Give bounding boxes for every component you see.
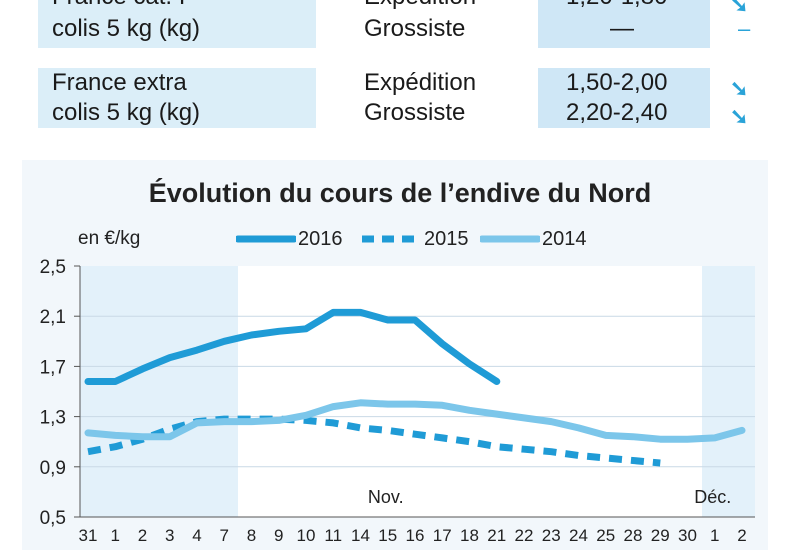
trend-cell [714, 0, 768, 48]
chart-title: Évolution du cours de l’endive du Nord [148, 178, 652, 208]
x-tick-label: 7 [220, 526, 229, 545]
legend-label: 2014 [542, 228, 587, 250]
x-tick-label: 1 [111, 526, 120, 545]
stage-label: Grossiste [364, 99, 466, 126]
product-label: France cat. I [52, 0, 185, 12]
x-tick-label: 23 [542, 526, 561, 545]
price-cell [538, 0, 710, 48]
series-line-2015 [87, 415, 661, 467]
x-tick-label: 2 [138, 526, 147, 545]
price-value: 2,20-2,40 [566, 99, 668, 126]
price-table: France cat. I colis 5 kg (kg) Expédition… [0, 0, 800, 148]
x-tick-label: 30 [678, 526, 697, 545]
x-tick-label: 21 [487, 526, 506, 545]
stage-label: Expédition [364, 0, 476, 12]
stage-cell [320, 0, 516, 48]
x-tick-label: 24 [569, 526, 588, 545]
month-label: Nov. [368, 487, 404, 507]
x-tick-label: 29 [651, 526, 670, 545]
x-tick-label: 14 [351, 526, 370, 545]
x-tick-label: 2 [737, 526, 746, 545]
dash-icon: – [738, 16, 751, 41]
x-tick-label: 18 [460, 526, 479, 545]
x-tick-label: 1 [710, 526, 719, 545]
stage-cell [320, 68, 516, 128]
y-axis-unit: en €/kg [78, 228, 141, 249]
shaded-zone [80, 266, 238, 517]
x-tick-label: 9 [274, 526, 283, 545]
price-value: — [610, 15, 634, 42]
y-tick-label: 2,1 [40, 307, 66, 328]
down-arrow-icon: ➘ [730, 76, 749, 101]
x-tick-label: 17 [433, 526, 452, 545]
x-tick-label: 31 [79, 526, 98, 545]
product-label: colis 5 kg (kg) [52, 15, 201, 42]
x-tick-label: 3 [165, 526, 174, 545]
x-tick-label: 10 [297, 526, 316, 545]
product-cell [38, 0, 316, 48]
stage-label: Grossiste [364, 15, 466, 42]
trend-cell [714, 68, 768, 128]
legend-swatch [362, 235, 420, 243]
table-row: France extra colis 5 kg (kg) Expédition … [38, 68, 768, 129]
y-tick-label: 1,3 [40, 408, 66, 429]
x-tick-label: 11 [324, 526, 342, 545]
down-arrow-icon: ➘ [730, 0, 749, 17]
x-tick-label: 8 [247, 526, 256, 545]
y-tick-label: 0,5 [40, 508, 66, 529]
y-tick-label: 1,7 [40, 357, 66, 378]
price-value: 1,50-2,00 [566, 69, 668, 96]
stage-label: Expédition [364, 69, 477, 96]
y-tick-label: 0,9 [40, 458, 66, 479]
x-tick-label: 28 [624, 526, 643, 545]
x-tick-label: 15 [378, 526, 397, 545]
shaded-zone [702, 266, 755, 517]
legend-label: 2016 [298, 228, 343, 250]
down-arrow-icon: ➘ [730, 104, 749, 129]
price-value: 1,20-1,80 [566, 0, 667, 12]
x-tick-label: 4 [192, 526, 201, 545]
x-tick-label: 16 [406, 526, 425, 545]
table-row: France cat. I colis 5 kg (kg) Expédition… [38, 0, 768, 48]
product-label: colis 5 kg (kg) [52, 99, 201, 126]
y-tick-label: 2,5 [40, 257, 66, 278]
series-line-2016 [84, 308, 501, 385]
series-line-2014 [84, 399, 746, 443]
product-label: France extra [52, 69, 187, 96]
legend-label: 2015 [424, 228, 469, 250]
legend-swatch [480, 235, 540, 243]
month-label: Déc. [694, 487, 731, 507]
product-cell [38, 68, 316, 128]
price-cell [538, 68, 710, 128]
x-tick-label: 22 [515, 526, 534, 545]
legend-swatch [236, 235, 296, 243]
x-tick-label: 25 [596, 526, 615, 545]
